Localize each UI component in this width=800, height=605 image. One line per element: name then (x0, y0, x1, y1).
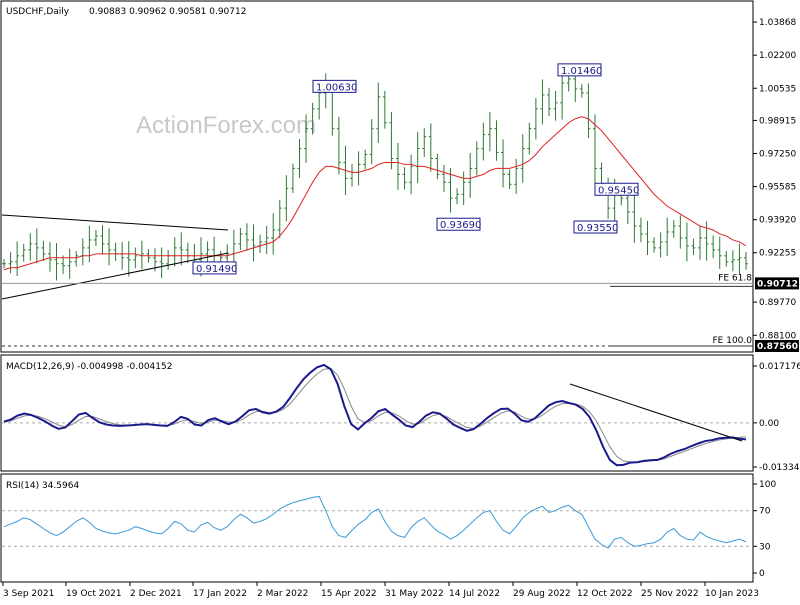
x-tick-label: 10 Jan 2023 (705, 589, 759, 599)
fe-100-label: FE 100.0 (713, 336, 753, 346)
fe-100-tag-text: 0.87560 (757, 342, 798, 352)
price-tick-label: 1.02200 (759, 51, 796, 61)
macd-tick-label: 0.017176 (759, 362, 800, 372)
x-tick-label: 25 Nov 2022 (641, 589, 699, 599)
macd-panel-frame (0, 354, 754, 472)
rsi-line (3, 495, 747, 549)
watermark: ActionForex.com (136, 112, 316, 139)
price-annotation-box (312, 79, 357, 93)
rsi-title: RSI(14) 34.5964 (6, 481, 79, 491)
ohlc-values: 0.90883 0.90962 0.90581 0.90712 (89, 7, 246, 17)
price-annotation-box (594, 182, 639, 196)
macd-tick-label: 0.00 (759, 419, 779, 429)
price-annotation: 0.95450 (598, 185, 639, 196)
x-tick-label: 19 Oct 2021 (66, 589, 122, 599)
lower-trendline (1, 252, 229, 300)
fe-100-tag (755, 340, 799, 352)
x-tick-label: 31 May 2022 (385, 589, 444, 599)
macd-title: MACD(12,26,9) -0.004998 -0.004152 (6, 362, 172, 372)
moving-average-line (3, 116, 747, 271)
macd-trendline (569, 383, 743, 442)
x-tick-label: 15 Apr 2022 (321, 589, 377, 599)
x-tick-label: 14 Jul 2022 (449, 589, 500, 599)
rsi-tick-label: 70 (759, 507, 771, 517)
price-annotation: 0.93550 (577, 223, 618, 234)
x-tick-label: 2 Dec 2021 (130, 589, 182, 599)
rsi-tick-label: 100 (759, 480, 776, 490)
price-tick-label: 0.98915 (759, 116, 796, 126)
x-tick-label: 17 Jan 2022 (193, 589, 247, 599)
x-tick-label: 29 Aug 2022 (513, 589, 571, 599)
price-tick-label: 0.88100 (759, 331, 796, 341)
x-tick-label: 2 Mar 2022 (257, 589, 308, 599)
price-annotation-box (557, 63, 602, 77)
price-annotation: 1.00630 (316, 82, 357, 93)
price-annotation-box (573, 220, 618, 234)
price-tick-label: 0.89770 (759, 298, 796, 308)
price-tick-label: 0.92255 (759, 249, 796, 259)
rsi-layer (2, 495, 753, 549)
macd-main-line (3, 363, 747, 467)
fe-61-8-label: FE 61.8 (718, 273, 752, 283)
rsi-tick-label: 30 (759, 542, 771, 552)
price-tick-label: 1.03868 (759, 18, 796, 28)
price-panel-frame (0, 0, 754, 353)
price-tick-label: 1.00535 (759, 84, 796, 94)
x-tick-label: 3 Sep 2021 (3, 589, 54, 599)
price-annotation-box (436, 217, 481, 231)
price-tick-label: 0.95585 (759, 183, 796, 193)
rsi-panel-frame (0, 473, 754, 583)
rsi-tick-label: 0 (759, 569, 765, 579)
price-annotation-box (192, 261, 237, 275)
price-tick-label: 0.93920 (759, 216, 796, 226)
axis-layer: 0.90712 0.87560 1.03868 1.02200 1.00535 0.989… (2, 18, 800, 599)
upper-trendline (1, 214, 229, 231)
symbol-label: USDCHF,Daily (6, 7, 70, 17)
price-tick-label: 0.97250 (759, 150, 796, 160)
macd-layer (2, 363, 753, 467)
current-price-tag-text: 0.90712 (757, 279, 798, 289)
price-annotation: 1.01460 (561, 66, 602, 77)
macd-tick-label: -0.01334 (759, 463, 800, 473)
price-layer: FE 61.8 FE 100.0 1.00630 1.01460 0.93690 0.95… (1, 63, 753, 347)
price-annotation: 0.93690 (440, 220, 481, 231)
current-price-tag (755, 277, 799, 290)
price-annotation: 0.91490 (196, 264, 237, 275)
x-tick-label: 12 Oct 2022 (577, 589, 633, 599)
